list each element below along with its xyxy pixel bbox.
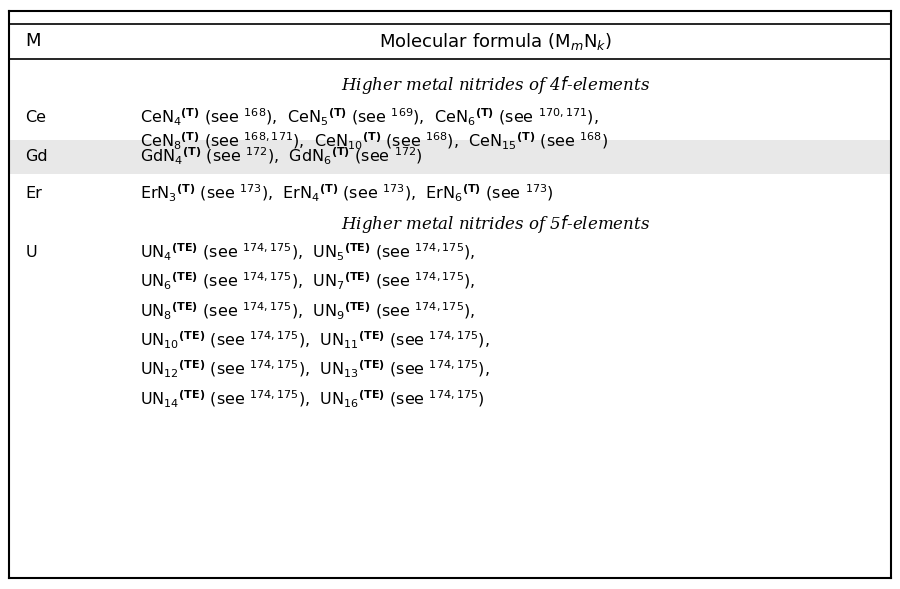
Text: Er: Er bbox=[25, 186, 42, 201]
Text: CeN$_8$$^{\mathbf{(T)}}$ (see $^{168,171}$),  CeN$_{10}$$^{\mathbf{(T)}}$ (see $: CeN$_8$$^{\mathbf{(T)}}$ (see $^{168,171… bbox=[140, 131, 608, 152]
Text: Molecular formula (M$_m$N$_k$): Molecular formula (M$_m$N$_k$) bbox=[379, 31, 611, 52]
Text: UN$_{10}$$^{\mathbf{(TE)}}$ (see $^{174,175}$),  UN$_{11}$$^{\mathbf{(TE)}}$ (se: UN$_{10}$$^{\mathbf{(TE)}}$ (see $^{174,… bbox=[140, 330, 490, 351]
Text: Higher metal nitrides of 5$f$-elements: Higher metal nitrides of 5$f$-elements bbox=[340, 213, 650, 235]
Text: UN$_4$$^{\mathbf{(TE)}}$ (see $^{174,175}$),  UN$_5$$^{\mathbf{(TE)}}$ (see $^{1: UN$_4$$^{\mathbf{(TE)}}$ (see $^{174,175… bbox=[140, 241, 475, 263]
Text: UN$_{12}$$^{\mathbf{(TE)}}$ (see $^{174,175}$),  UN$_{13}$$^{\mathbf{(TE)}}$ (se: UN$_{12}$$^{\mathbf{(TE)}}$ (see $^{174,… bbox=[140, 359, 490, 380]
Text: M: M bbox=[25, 32, 40, 50]
Text: U: U bbox=[25, 244, 37, 260]
Text: ErN$_3$$^{\mathbf{(T)}}$ (see $^{173}$),  ErN$_4$$^{\mathbf{(T)}}$ (see $^{173}$: ErN$_3$$^{\mathbf{(T)}}$ (see $^{173}$),… bbox=[140, 183, 554, 204]
Text: UN$_{14}$$^{\mathbf{(TE)}}$ (see $^{174,175}$),  UN$_{16}$$^{\mathbf{(TE)}}$ (se: UN$_{14}$$^{\mathbf{(TE)}}$ (see $^{174,… bbox=[140, 389, 484, 410]
Text: GdN$_4$$^{\mathbf{(T)}}$ (see $^{172}$),  GdN$_6$$^{\mathbf{(T)}}$ (see $^{172}$: GdN$_4$$^{\mathbf{(T)}}$ (see $^{172}$),… bbox=[140, 146, 422, 167]
Text: CeN$_4$$^{\mathbf{(T)}}$ (see $^{168}$),  CeN$_5$$^{\mathbf{(T)}}$ (see $^{169}$: CeN$_4$$^{\mathbf{(T)}}$ (see $^{168}$),… bbox=[140, 107, 598, 128]
Text: UN$_6$$^{\mathbf{(TE)}}$ (see $^{174,175}$),  UN$_7$$^{\mathbf{(TE)}}$ (see $^{1: UN$_6$$^{\mathbf{(TE)}}$ (see $^{174,175… bbox=[140, 271, 475, 292]
Text: Gd: Gd bbox=[25, 149, 48, 164]
Text: Ce: Ce bbox=[25, 110, 46, 125]
Text: UN$_8$$^{\mathbf{(TE)}}$ (see $^{174,175}$),  UN$_9$$^{\mathbf{(TE)}}$ (see $^{1: UN$_8$$^{\mathbf{(TE)}}$ (see $^{174,175… bbox=[140, 300, 475, 322]
Bar bbox=[10, 140, 890, 174]
Text: Higher metal nitrides of 4$f$-elements: Higher metal nitrides of 4$f$-elements bbox=[340, 74, 650, 97]
